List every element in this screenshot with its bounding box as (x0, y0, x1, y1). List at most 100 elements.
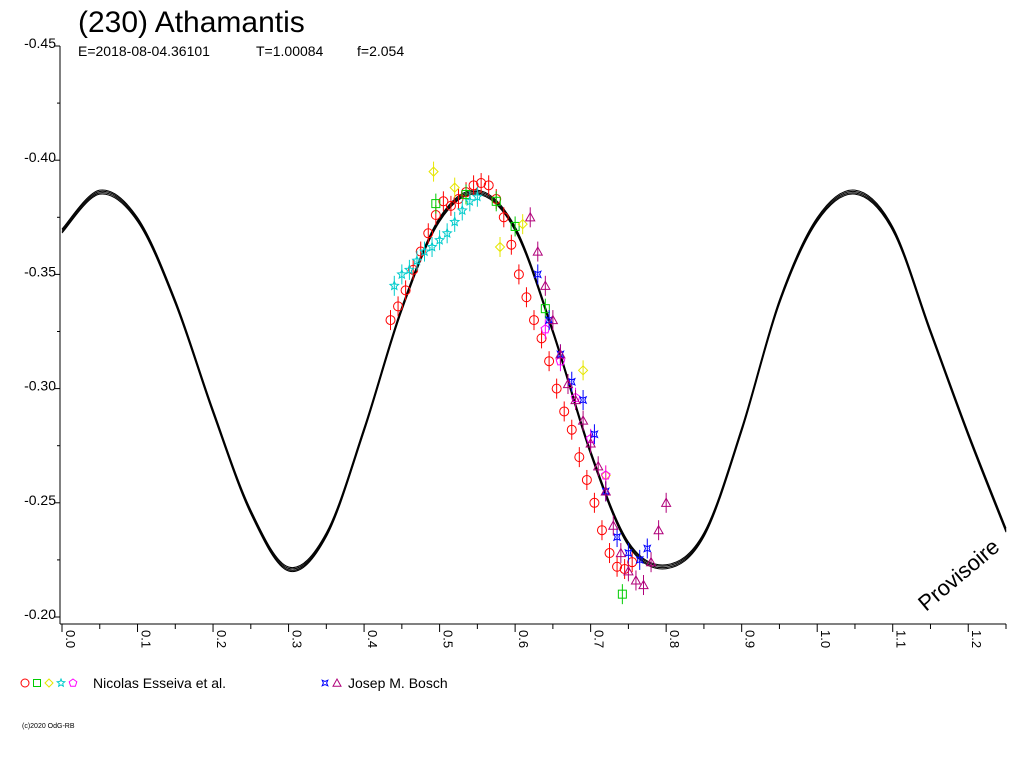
copyright-note: (c)2020 OdG-RB (22, 723, 75, 730)
legend-marker (33, 679, 41, 687)
data-point (385, 315, 396, 326)
y-axis-ticks: -0.45 -0.40 -0.35 -0.30 -0.25 -0.20 (24, 35, 60, 622)
x-tick-label: 0.6 (516, 630, 531, 648)
data-point (630, 574, 642, 585)
data-point (643, 544, 652, 553)
data-point (408, 264, 419, 275)
data-point (513, 269, 524, 280)
data-point (423, 228, 434, 239)
y-tick-label: -0.40 (24, 149, 56, 165)
data-point (533, 270, 542, 279)
data-point (411, 254, 423, 266)
data-point (539, 280, 551, 290)
data-point (536, 333, 547, 344)
data-points-group (385, 161, 672, 605)
legend-marker (68, 678, 78, 687)
data-point (415, 246, 426, 257)
model-curve (61, 189, 1007, 569)
data-point (623, 565, 634, 576)
data-point (617, 589, 627, 599)
data-point (540, 304, 550, 314)
x-tick-label: 0.9 (743, 630, 758, 648)
legend-markers-esseiva (20, 677, 78, 688)
data-point (544, 315, 554, 325)
y-tick-label: -0.20 (24, 606, 56, 622)
model-curve (61, 193, 1007, 573)
data-point (388, 280, 400, 291)
data-point (521, 292, 532, 303)
data-point (403, 264, 415, 275)
data-point (449, 216, 461, 227)
data-point (645, 556, 657, 567)
data-point (529, 315, 539, 326)
data-point (544, 356, 555, 367)
x-tick-label: 0.3 (290, 630, 305, 648)
data-point (431, 199, 441, 209)
data-point (441, 227, 453, 238)
data-point (577, 415, 589, 425)
data-point (476, 178, 487, 189)
x-tick-label: 1.0 (818, 630, 833, 648)
data-point (517, 218, 528, 230)
data-point (494, 241, 506, 253)
data-point (506, 239, 517, 250)
data-point (555, 356, 566, 366)
legend-label-bosch: Josep M. Bosch (348, 675, 448, 691)
data-point (418, 245, 431, 257)
provisoire-watermark: Provisoire (913, 534, 1004, 616)
data-point (471, 190, 483, 202)
legend-label-esseiva: Nicolas Esseiva et al. (93, 675, 226, 691)
legend: Nicolas Esseiva et al. Josep M. Bosch (20, 675, 448, 691)
x-tick-label: 0.7 (592, 630, 607, 648)
data-point (449, 182, 460, 193)
data-point (590, 430, 599, 439)
legend-marker (332, 677, 342, 687)
data-point (468, 180, 479, 191)
x-tick-label: 1.2 (969, 630, 984, 648)
data-point (615, 547, 627, 558)
data-point (559, 406, 570, 417)
legend-marker (44, 678, 54, 688)
x-tick-label: 0.4 (365, 630, 380, 648)
data-point (483, 180, 494, 191)
data-point (491, 196, 501, 206)
data-point (604, 548, 615, 559)
data-point (600, 470, 611, 480)
data-point (555, 348, 566, 359)
data-point (607, 520, 619, 530)
data-point (635, 555, 644, 565)
y-tick-label: -0.25 (24, 492, 56, 508)
data-point (653, 524, 664, 535)
data-point (612, 532, 622, 542)
data-point (532, 246, 544, 256)
data-point (445, 200, 456, 211)
data-point (638, 579, 649, 590)
data-point (574, 452, 585, 463)
legend-marker (321, 679, 329, 687)
data-point (428, 166, 439, 177)
legend-markers-bosch (321, 677, 342, 687)
data-point (585, 437, 596, 448)
chart-title: (230) Athamantis (78, 6, 305, 39)
data-point (547, 314, 559, 325)
y-tick-label: -0.45 (24, 35, 56, 51)
x-tick-label: 0.1 (139, 630, 154, 648)
data-point (600, 485, 612, 496)
data-point (581, 474, 592, 485)
data-point (434, 234, 446, 245)
model-curve (61, 190, 1007, 570)
y-tick-label: -0.30 (24, 378, 56, 394)
x-tick-label: 0.8 (667, 630, 682, 648)
data-point (567, 377, 576, 386)
data-point (570, 394, 581, 405)
data-point (400, 285, 411, 296)
y-tick-label: -0.35 (24, 263, 56, 279)
data-point (660, 497, 672, 507)
data-point (438, 196, 449, 207)
f-label: f=2.054 (357, 43, 404, 59)
legend-marker (55, 677, 67, 688)
data-point (456, 204, 468, 216)
data-point (592, 460, 604, 471)
period-label: T=1.00084 (256, 43, 324, 59)
